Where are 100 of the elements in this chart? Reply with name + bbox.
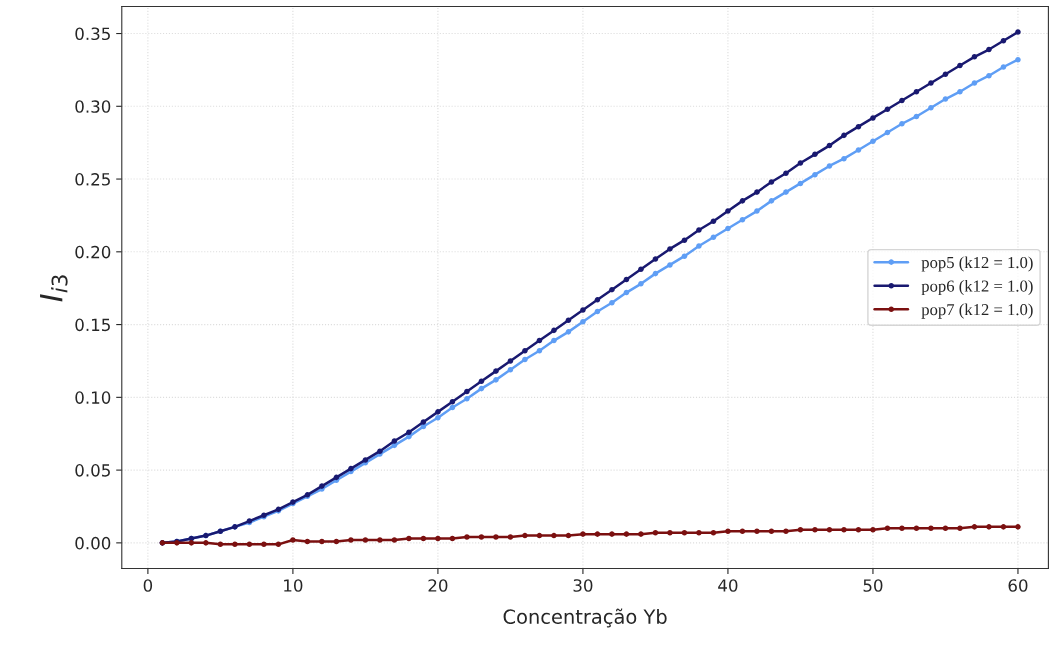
point xyxy=(696,227,702,233)
point xyxy=(681,253,688,259)
point xyxy=(884,106,891,112)
point xyxy=(768,198,775,204)
y-tick-label: 0.35 xyxy=(75,27,110,41)
point xyxy=(304,538,311,545)
point xyxy=(464,396,470,402)
legend-label: pop7 (k12 = 1.0) xyxy=(921,303,1033,319)
point xyxy=(681,529,688,536)
point xyxy=(478,534,485,540)
point xyxy=(826,142,833,149)
point xyxy=(754,208,760,214)
legend-label: pop6 (k12 = 1.0) xyxy=(921,279,1033,296)
point xyxy=(652,256,659,262)
y-tick-label: 0.05 xyxy=(75,464,110,477)
point xyxy=(594,531,601,537)
point xyxy=(783,170,789,177)
point xyxy=(667,262,673,268)
point xyxy=(986,46,992,53)
point xyxy=(928,80,934,86)
point xyxy=(420,535,427,542)
point xyxy=(855,123,862,130)
point xyxy=(652,529,659,536)
point xyxy=(609,531,615,537)
point xyxy=(913,88,920,95)
point xyxy=(623,531,630,537)
x-tick-label: 50 xyxy=(863,579,883,592)
point xyxy=(957,62,963,69)
point xyxy=(855,147,862,153)
point xyxy=(449,398,456,405)
point xyxy=(623,276,630,283)
point xyxy=(1000,64,1007,70)
point xyxy=(290,537,296,543)
point xyxy=(841,526,847,533)
point xyxy=(855,526,862,533)
point xyxy=(623,289,630,296)
point xyxy=(971,54,978,60)
point xyxy=(957,88,963,95)
point xyxy=(884,129,891,136)
x-tick-label: 40 xyxy=(718,579,738,592)
point xyxy=(464,388,470,395)
x-tick-label: 20 xyxy=(428,579,448,592)
point xyxy=(507,534,514,540)
point xyxy=(696,243,702,249)
point xyxy=(783,528,789,534)
point xyxy=(188,540,195,546)
point xyxy=(870,526,876,533)
legend-label: pop5 (k12 = 1.0) xyxy=(921,256,1033,272)
point xyxy=(203,540,209,546)
point xyxy=(565,532,572,539)
point xyxy=(1015,29,1021,35)
point xyxy=(797,526,804,533)
x-axis-title: Concentração Yb xyxy=(503,608,667,628)
point xyxy=(246,541,253,548)
point xyxy=(580,307,586,313)
point xyxy=(710,529,717,536)
y-tick-label: 0.15 xyxy=(75,318,110,332)
point xyxy=(536,348,543,354)
point xyxy=(536,532,543,539)
point xyxy=(319,538,325,545)
point xyxy=(971,524,978,530)
x-tick-label: 30 xyxy=(573,579,593,592)
point xyxy=(377,537,383,543)
point xyxy=(420,419,427,425)
point xyxy=(942,96,949,102)
point xyxy=(725,225,731,232)
point xyxy=(841,132,847,139)
y-axis-title: I$_{i3}$ xyxy=(40,275,68,302)
point xyxy=(725,528,731,534)
point xyxy=(507,366,514,373)
point xyxy=(710,234,717,241)
point xyxy=(1000,38,1007,44)
point xyxy=(826,163,833,169)
point xyxy=(551,327,557,334)
point xyxy=(783,189,789,195)
point xyxy=(899,525,905,532)
x-tick-label: 60 xyxy=(1008,579,1028,592)
point xyxy=(565,329,572,335)
point xyxy=(435,409,441,415)
point xyxy=(696,529,702,536)
point xyxy=(522,356,528,363)
point xyxy=(986,72,992,79)
point xyxy=(449,535,456,542)
point xyxy=(928,104,934,111)
y-tick-label: 0.00 xyxy=(75,536,111,550)
point xyxy=(391,438,398,444)
point xyxy=(406,429,412,436)
point xyxy=(493,377,499,383)
point xyxy=(522,348,528,354)
point xyxy=(768,179,775,185)
x-tick-label: 0 xyxy=(143,579,153,592)
y-tick-label: 0.25 xyxy=(75,173,110,186)
point xyxy=(261,541,267,548)
point xyxy=(681,237,688,243)
point xyxy=(391,537,398,543)
point xyxy=(638,266,644,273)
point xyxy=(348,537,354,543)
point xyxy=(638,281,644,287)
x-tick-label: 10 xyxy=(284,579,303,592)
point xyxy=(899,120,905,127)
